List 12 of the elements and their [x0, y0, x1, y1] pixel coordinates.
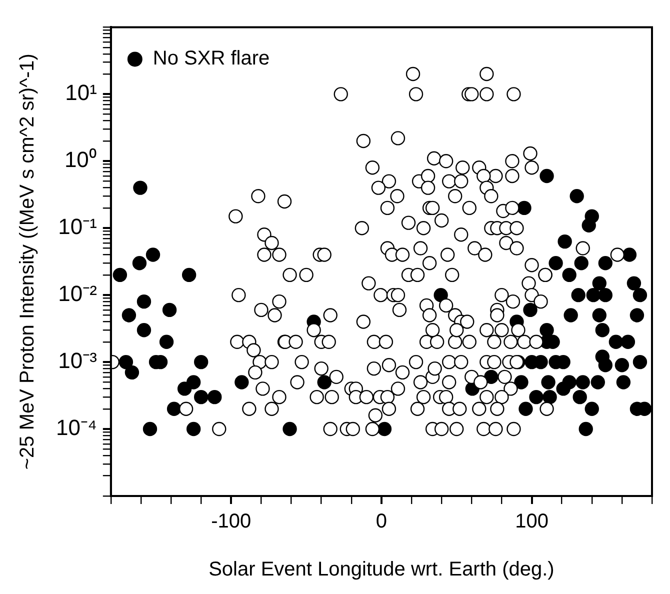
y-tick-label: 10⁰ [64, 147, 97, 172]
legend-label: No SXR flare [152, 48, 270, 70]
y-tick-label: 10¹ [65, 80, 97, 106]
y-tick-label: 10⁻⁴ [56, 415, 97, 440]
x-tick-label: -100 [211, 510, 252, 533]
y-axis-title: ~25 MeV Proton Intensity ((MeV s cm^2 sr)^-1) [16, 54, 39, 470]
y-tick-label: 10⁻² [58, 281, 97, 306]
x-axis-title: Solar Event Longitude wrt. Earth (deg.) [208, 558, 554, 581]
x-tick-label: 100 [515, 510, 548, 533]
y-tick-label: 10⁻¹ [58, 214, 97, 240]
x-tick-label: 0 [376, 510, 388, 533]
y-tick-label: 10⁻³ [58, 348, 97, 374]
